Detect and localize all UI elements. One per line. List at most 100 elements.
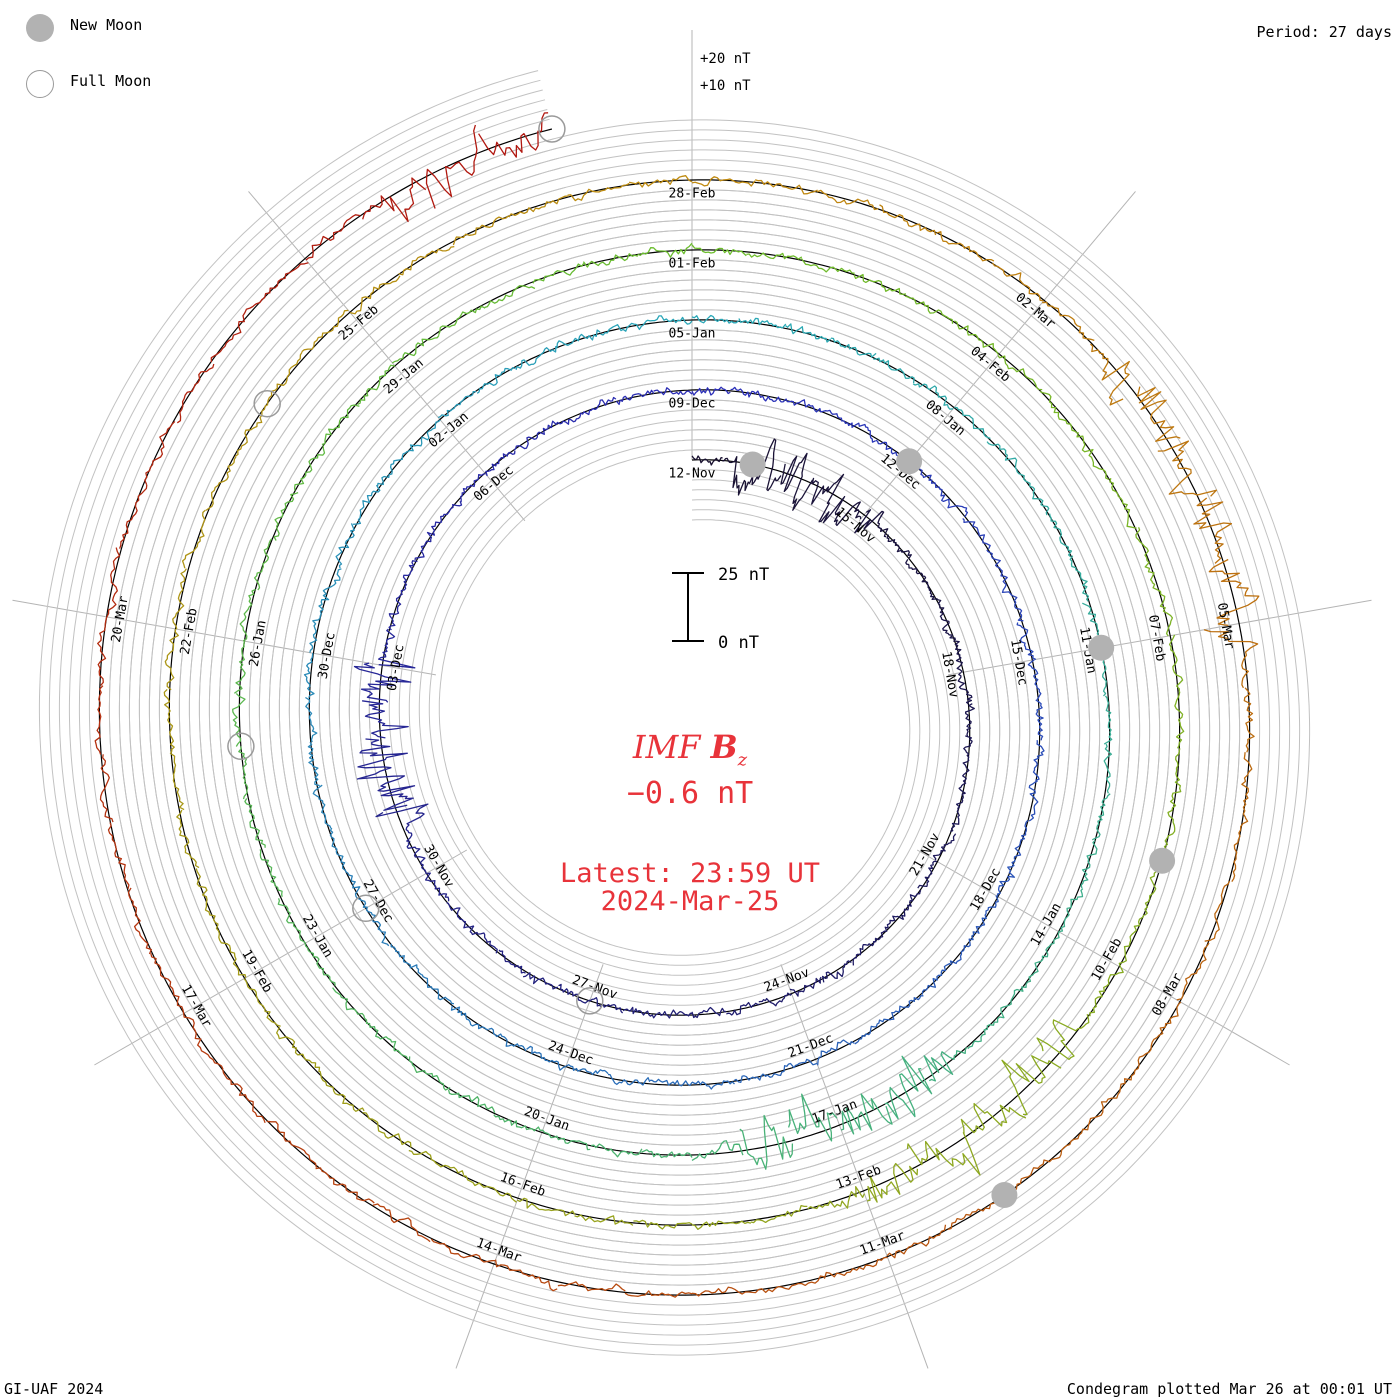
bz-trace-segment xyxy=(785,323,832,343)
quantity-symbol: B xyxy=(710,728,738,766)
bz-trace-segment xyxy=(589,997,624,1014)
bz-trace-segment xyxy=(97,616,108,687)
bz-trace-segment xyxy=(176,809,200,869)
bz-trace-segment xyxy=(622,1006,659,1019)
bz-trace-segment xyxy=(579,396,617,416)
bz-trace-segment xyxy=(273,491,299,541)
bz-trace-segment xyxy=(210,305,254,363)
bz-trace-segment xyxy=(452,215,509,246)
bz-trace-segment xyxy=(362,177,427,223)
scale-bar-bottom-label: 0 nT xyxy=(718,633,759,653)
bz-trace-segment xyxy=(450,1005,489,1031)
bz-trace-segment xyxy=(312,784,332,829)
bz-trace-segment xyxy=(954,320,1000,356)
bz-trace-segment xyxy=(407,419,441,453)
bz-trace-segment xyxy=(1028,780,1039,822)
date-label: 10-Feb xyxy=(1089,935,1126,983)
bz-trace-segment xyxy=(960,1102,1027,1134)
bz-trace-segment xyxy=(1032,931,1060,975)
bz-trace-segment xyxy=(176,363,215,424)
date-label: 20-Jan xyxy=(522,1104,571,1134)
bz-trace-segment xyxy=(1241,752,1253,818)
bz-trace-segment xyxy=(906,1132,981,1176)
bz-trace-segment xyxy=(733,1073,776,1084)
bz-trace-segment xyxy=(266,351,303,405)
bz-trace-segment xyxy=(767,396,807,408)
bz-trace-segment xyxy=(1151,581,1174,637)
reference-spiral xyxy=(48,79,1301,1346)
date-label: 07-Feb xyxy=(1145,614,1168,663)
bz-trace-segment xyxy=(494,1259,558,1292)
bz-trace-segment xyxy=(649,1078,693,1087)
bz-trace-segment xyxy=(390,943,423,976)
period-label: Period: 27 days xyxy=(1256,23,1392,41)
bz-trace-segment xyxy=(637,242,693,258)
bz-trace-segment xyxy=(430,1238,496,1263)
bz-trace-segment xyxy=(304,943,336,986)
bz-trace-segment xyxy=(406,842,427,874)
bz-trace-segment xyxy=(277,898,306,944)
bz-trace-segment xyxy=(359,775,416,811)
bz-trace-segment xyxy=(293,445,326,491)
bz-trace-segment xyxy=(150,953,185,1014)
quantity-label: IMF xyxy=(632,728,701,766)
bz-trace-segment xyxy=(1080,840,1098,889)
bz-trace-segment xyxy=(1001,1055,1062,1116)
bz-trace-segment xyxy=(400,560,418,596)
date-label: 05-Jan xyxy=(669,327,716,342)
bz-trace-segment xyxy=(780,452,814,511)
spoke-line xyxy=(455,964,604,1369)
bz-trace-segment xyxy=(144,420,176,486)
full-moon-icon xyxy=(26,70,54,98)
latest-date: 2024-Mar-25 xyxy=(600,886,780,917)
bz-trace-segment xyxy=(938,486,969,518)
bz-trace-segment xyxy=(840,1093,893,1135)
new-moon-icon xyxy=(26,14,54,42)
bz-trace-segment xyxy=(750,1204,808,1224)
bz-trace-segment xyxy=(691,176,756,187)
full-moon-marker xyxy=(352,894,380,923)
bz-trace-segment xyxy=(164,628,179,691)
bz-trace-segment xyxy=(1091,793,1111,841)
bz-trace-segment xyxy=(936,231,995,262)
bz-trace-segment xyxy=(318,568,342,611)
bz-trace-segment xyxy=(854,509,889,538)
bz-trace-segment xyxy=(377,628,416,669)
bz-trace-segment xyxy=(1176,942,1210,1001)
bz-trace-segment xyxy=(986,441,1022,476)
bz-trace-segment xyxy=(243,978,281,1027)
bz-trace-segment xyxy=(309,609,324,653)
bz-trace-segment xyxy=(349,275,401,315)
bz-trace-segment xyxy=(633,1219,693,1230)
bz-trace-segment xyxy=(954,406,991,440)
bz-trace-segment xyxy=(222,1069,266,1124)
date-label: 12-Nov xyxy=(669,467,716,482)
bz-trace-segment xyxy=(738,317,787,329)
bz-trace-segment xyxy=(758,1275,825,1294)
bz-trace-segment xyxy=(118,484,148,549)
bz-trace-segment xyxy=(574,1214,634,1226)
bz-trace-segment xyxy=(232,693,246,747)
bz-trace-segment xyxy=(691,1006,727,1019)
bz-trace-segment xyxy=(94,685,104,755)
bz-trace-segment xyxy=(817,1039,855,1066)
date-label: 25-Feb xyxy=(336,302,382,344)
bz-trace-segment xyxy=(1001,584,1024,622)
bz-trace-segment xyxy=(954,640,963,673)
bz-trace-segment xyxy=(372,1203,431,1243)
bz-trace-segment xyxy=(432,500,463,528)
bz-trace-segment xyxy=(488,1027,527,1052)
reference-spiral xyxy=(88,118,1261,1306)
bz-trace-segment xyxy=(889,995,924,1021)
reference-spiral xyxy=(38,70,1311,1356)
bz-trace-segment xyxy=(1204,880,1231,942)
bz-trace-segment xyxy=(424,872,450,902)
bz-trace-segment xyxy=(305,214,361,261)
date-label: 15-Dec xyxy=(1007,638,1030,687)
bz-trace-segment xyxy=(234,640,246,694)
bz-trace-segment xyxy=(205,456,237,511)
bz-trace-segment xyxy=(1076,432,1110,480)
bz-trace-segment xyxy=(997,355,1043,391)
bz-trace-segment xyxy=(1035,699,1044,741)
bz-trace-segment xyxy=(926,583,945,614)
